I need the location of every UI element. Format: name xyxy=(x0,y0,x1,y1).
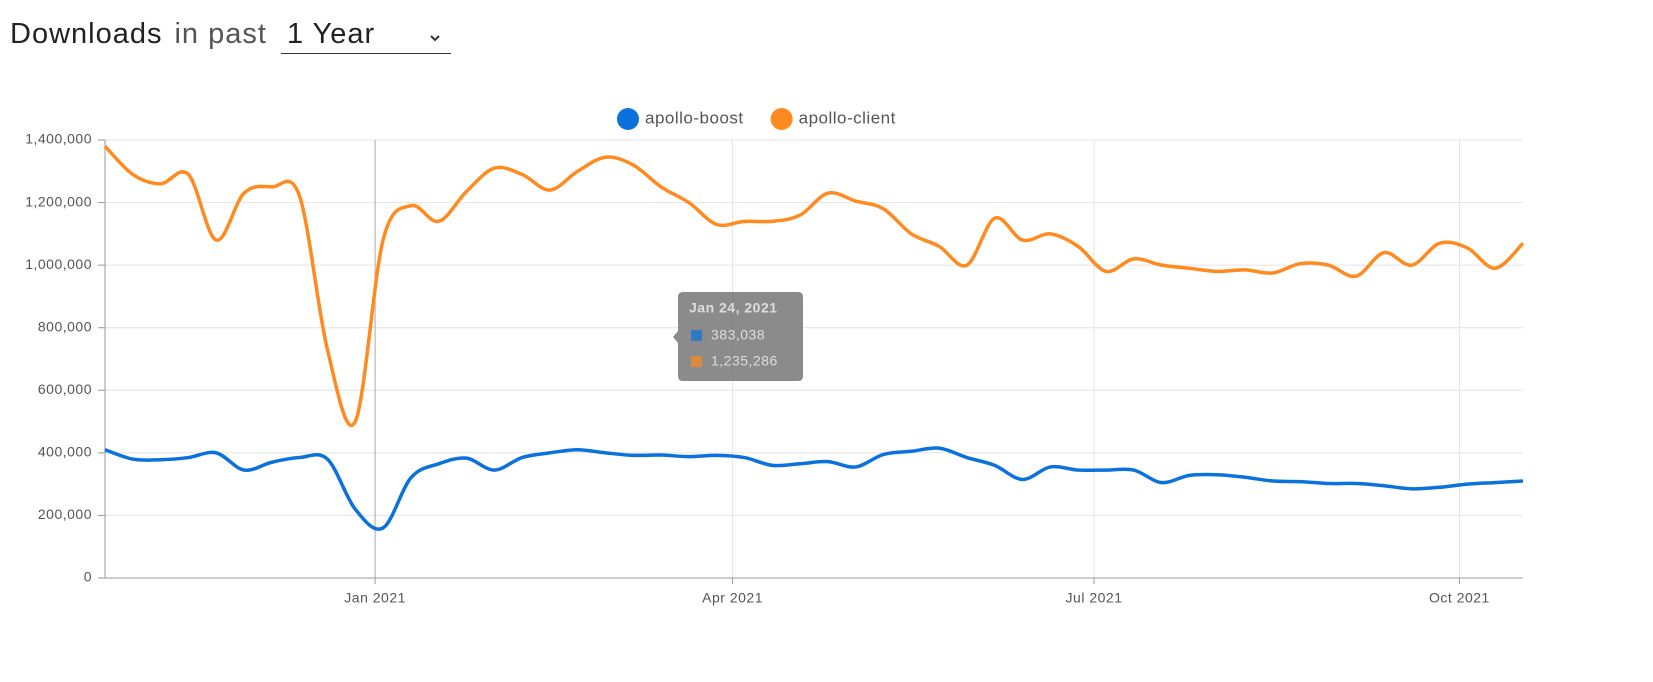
y-tick-label: 200,000 xyxy=(38,506,92,522)
x-tick-label: Apr 2021 xyxy=(702,590,763,606)
y-tick-label: 1,400,000 xyxy=(25,131,92,147)
x-tick-label: Jan 2021 xyxy=(344,590,406,606)
x-tick-label: Oct 2021 xyxy=(1429,590,1490,606)
tooltip-title: Jan 24, 2021 xyxy=(689,300,778,316)
y-tick-label: 400,000 xyxy=(38,444,92,460)
y-tick-label: 1,200,000 xyxy=(25,193,92,209)
x-tick-label: Jul 2021 xyxy=(1066,590,1123,606)
tooltip-value: 383,038 xyxy=(711,327,765,343)
period-select[interactable]: 1 Year xyxy=(280,18,451,54)
tooltip: Jan 24, 2021 383,038 1,235,286 xyxy=(673,292,803,381)
y-tick-label: 1,000,000 xyxy=(25,256,92,272)
series-line xyxy=(104,446,1524,531)
series-line xyxy=(103,145,1525,427)
header: Downloads in past 1 Year xyxy=(10,18,451,54)
legend-swatch xyxy=(617,108,639,130)
legend-swatch xyxy=(770,108,793,130)
period-value: 1 Year xyxy=(286,18,376,50)
title: Downloads xyxy=(10,18,163,50)
y-tick-label: 800,000 xyxy=(38,318,92,334)
tooltip-swatch xyxy=(691,330,702,341)
legend-label: apollo-boost xyxy=(645,108,744,127)
subtitle: in past xyxy=(174,18,267,50)
chevron xyxy=(430,35,440,42)
y-tick-label: 600,000 xyxy=(38,381,92,397)
y-tick-label: 0 xyxy=(84,569,92,585)
tooltip-value: 1,235,286 xyxy=(711,353,778,369)
tooltip-swatch xyxy=(691,356,702,367)
legend-label: apollo-client xyxy=(799,108,896,127)
tooltip-box xyxy=(673,292,803,381)
